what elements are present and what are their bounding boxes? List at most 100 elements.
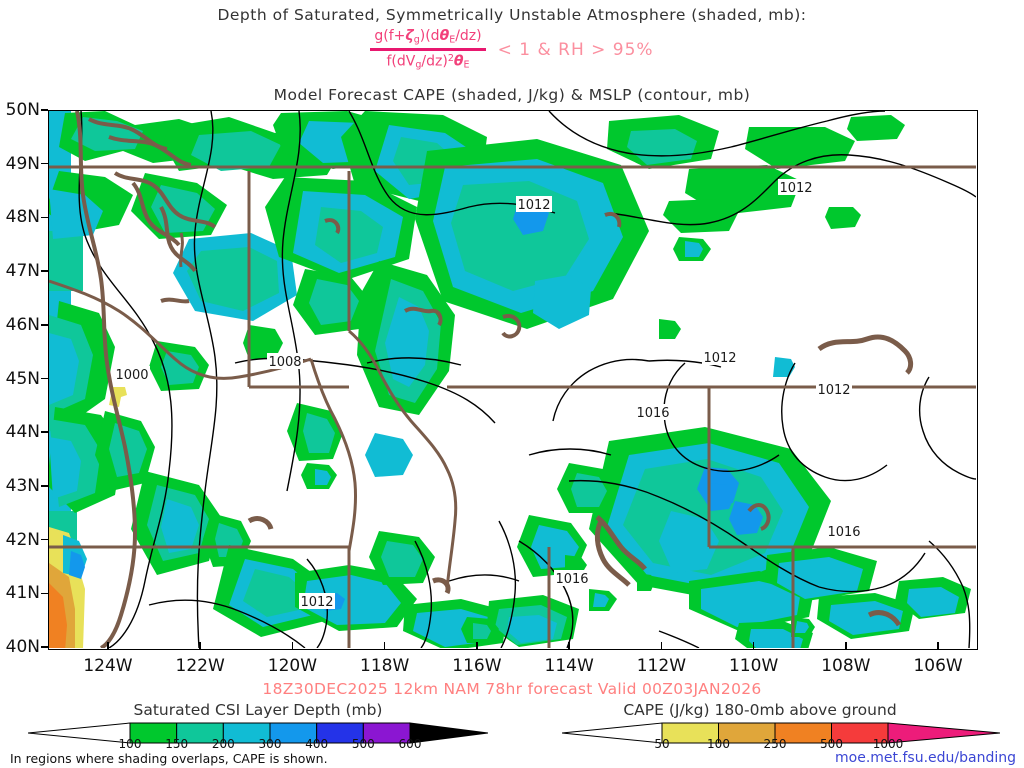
lat-label: 47N — [5, 261, 40, 282]
lon-label: 112W — [636, 656, 687, 676]
lon-label: 120W — [267, 656, 318, 676]
latitude-axis: 50N 49N 48N 47N 46N 45N 44N 43N 42N 41N 40N — [0, 100, 48, 657]
csi-colorbar-title: Saturated CSI Layer Depth (mb) — [133, 701, 383, 719]
lat-label: 50N — [5, 100, 40, 120]
longitude-axis: 124W 122W 120W 118W 116W 114W 112W 110W 108W 106W — [48, 642, 978, 680]
lat-tick — [41, 216, 48, 219]
formula-inequality: < 1 & RH > 95% — [497, 39, 654, 60]
lat-tick — [41, 109, 48, 111]
lat-tick — [41, 324, 48, 326]
lon-label: 124W — [83, 656, 133, 676]
lat-label: 40N — [5, 637, 40, 657]
lat-tick — [41, 485, 48, 487]
contour-label: 1012 — [703, 351, 736, 366]
contour-label: 1012 — [779, 181, 812, 196]
lat-label: 44N — [5, 422, 40, 443]
page-title: Depth of Saturated, Symmetrically Unstab… — [217, 6, 807, 24]
lat-tick — [41, 592, 48, 595]
contour-label: 1016 — [636, 406, 669, 421]
contour-label-halo — [702, 349, 738, 365]
lat-label: 41N — [5, 583, 40, 604]
lon-tick — [568, 642, 570, 650]
lon-tick — [845, 642, 847, 650]
page-subtitle: Model Forecast CAPE (shaded, J/kg) & MSL… — [273, 86, 751, 104]
forecast-map[interactable]: 1000 1008 1012 1012 1012 1012 1016 1016 1016 1012 — [48, 110, 978, 650]
lon-label: 122W — [175, 656, 225, 676]
lat-label: 49N — [5, 153, 40, 174]
colorbar-tick-label: 400 — [305, 737, 329, 751]
colorbar-tick-label: 500 — [820, 737, 843, 751]
contour-label-halo — [299, 593, 335, 609]
lon-label: 114W — [544, 656, 594, 676]
lat-tick — [41, 162, 48, 165]
lat-label: 45N — [5, 368, 40, 389]
colorbar-tick-label: 200 — [211, 737, 235, 751]
formula-fraction: g(f+ζg)(dθE/dz) f(dVg/dz)2θE — [370, 28, 486, 72]
contour-label: 1012 — [300, 595, 333, 610]
lon-label: 106W — [913, 656, 963, 676]
lat-tick — [41, 646, 48, 648]
formula-fraction-bar — [370, 48, 486, 52]
colorbar-tick-label: 150 — [165, 737, 189, 751]
lon-tick — [199, 642, 201, 650]
contour-label-group: 1000 1008 1012 1012 1012 1012 1016 1016 1016 1012 — [114, 179, 862, 610]
lon-label: 118W — [360, 656, 410, 676]
contour-label-halo — [635, 404, 671, 420]
colorbar-svg — [561, 722, 1001, 744]
contour-label: 1012 — [517, 198, 550, 213]
colorbar-tail-right — [409, 722, 489, 744]
csi-criterion-formula: g(f+ζg)(dθE/dz) f(dVg/dz)2θE < 1 & RH > … — [0, 28, 1024, 72]
formula-denominator: f(dVg/dz)2θE — [386, 53, 470, 71]
lat-tick — [41, 377, 48, 380]
forecast-info-line: 18Z30DEC2025 12km NAM 78hr forecast Vali… — [262, 680, 762, 698]
lat-tick — [41, 270, 48, 272]
colorbar-tick-label: 50 — [654, 737, 670, 751]
csi-colorbar[interactable] — [27, 722, 489, 744]
contour-label: 1000 — [115, 368, 148, 383]
contour-label-halo — [554, 570, 590, 586]
lon-tick — [476, 642, 478, 650]
colorbar-tick-label: 100 — [707, 737, 730, 751]
colorbar-tick-label: 500 — [351, 737, 375, 751]
colorbar-tail-right — [887, 722, 1001, 744]
contour-label-halo — [114, 366, 150, 382]
source-url-link[interactable]: moe.met.fsu.edu/banding — [835, 750, 1016, 766]
lat-label: 43N — [5, 475, 40, 496]
colorbar-tick-label: 100 — [118, 737, 142, 751]
colorbar-svg — [27, 722, 489, 744]
lon-tick — [383, 642, 386, 650]
lat-tick — [41, 431, 48, 433]
lat-tick — [41, 538, 48, 541]
overlap-note: In regions where shading overlaps, CAPE … — [10, 751, 328, 766]
lon-label: 116W — [452, 656, 502, 676]
lon-tick — [937, 642, 939, 650]
colorbar-tick-label: 300 — [258, 737, 282, 751]
csi-colorbar-ticks: 100 150 200 300 400 500 600 — [28, 737, 488, 753]
lat-label: 46N — [5, 314, 40, 335]
contour-label-halo — [267, 353, 303, 369]
cape-colorbar[interactable] — [561, 722, 1001, 744]
lon-label: 110W — [728, 656, 779, 676]
lon-tick — [660, 642, 663, 650]
contour-label: 1016 — [827, 525, 860, 540]
contour-label: 1012 — [817, 383, 850, 398]
lon-label: 108W — [821, 656, 871, 676]
formula-numerator: g(f+ζg)(dθE/dz) — [374, 28, 482, 46]
csi-shading-layer — [49, 111, 971, 648]
lon-tick — [752, 642, 755, 650]
lat-label: 42N — [5, 529, 40, 550]
map-canvas: 1000 1008 1012 1012 1012 1012 1016 1016 1016 1012 — [49, 111, 976, 648]
lon-tick — [107, 642, 109, 650]
contour-label-halo — [826, 523, 862, 539]
contour-label-halo — [778, 179, 814, 195]
colorbar-tick-label: 600 — [398, 737, 422, 751]
cape-colorbar-ticks: 50 100 250 500 1000 — [562, 737, 1000, 753]
contour-label: 1008 — [268, 355, 301, 370]
lat-label: 48N — [5, 207, 40, 228]
contour-label-halo — [516, 196, 552, 212]
contour-label-halo — [816, 381, 852, 397]
state-boundaries-layer — [49, 111, 976, 648]
lon-tick — [291, 642, 294, 650]
colorbar-tick-label: 1000 — [872, 737, 904, 751]
